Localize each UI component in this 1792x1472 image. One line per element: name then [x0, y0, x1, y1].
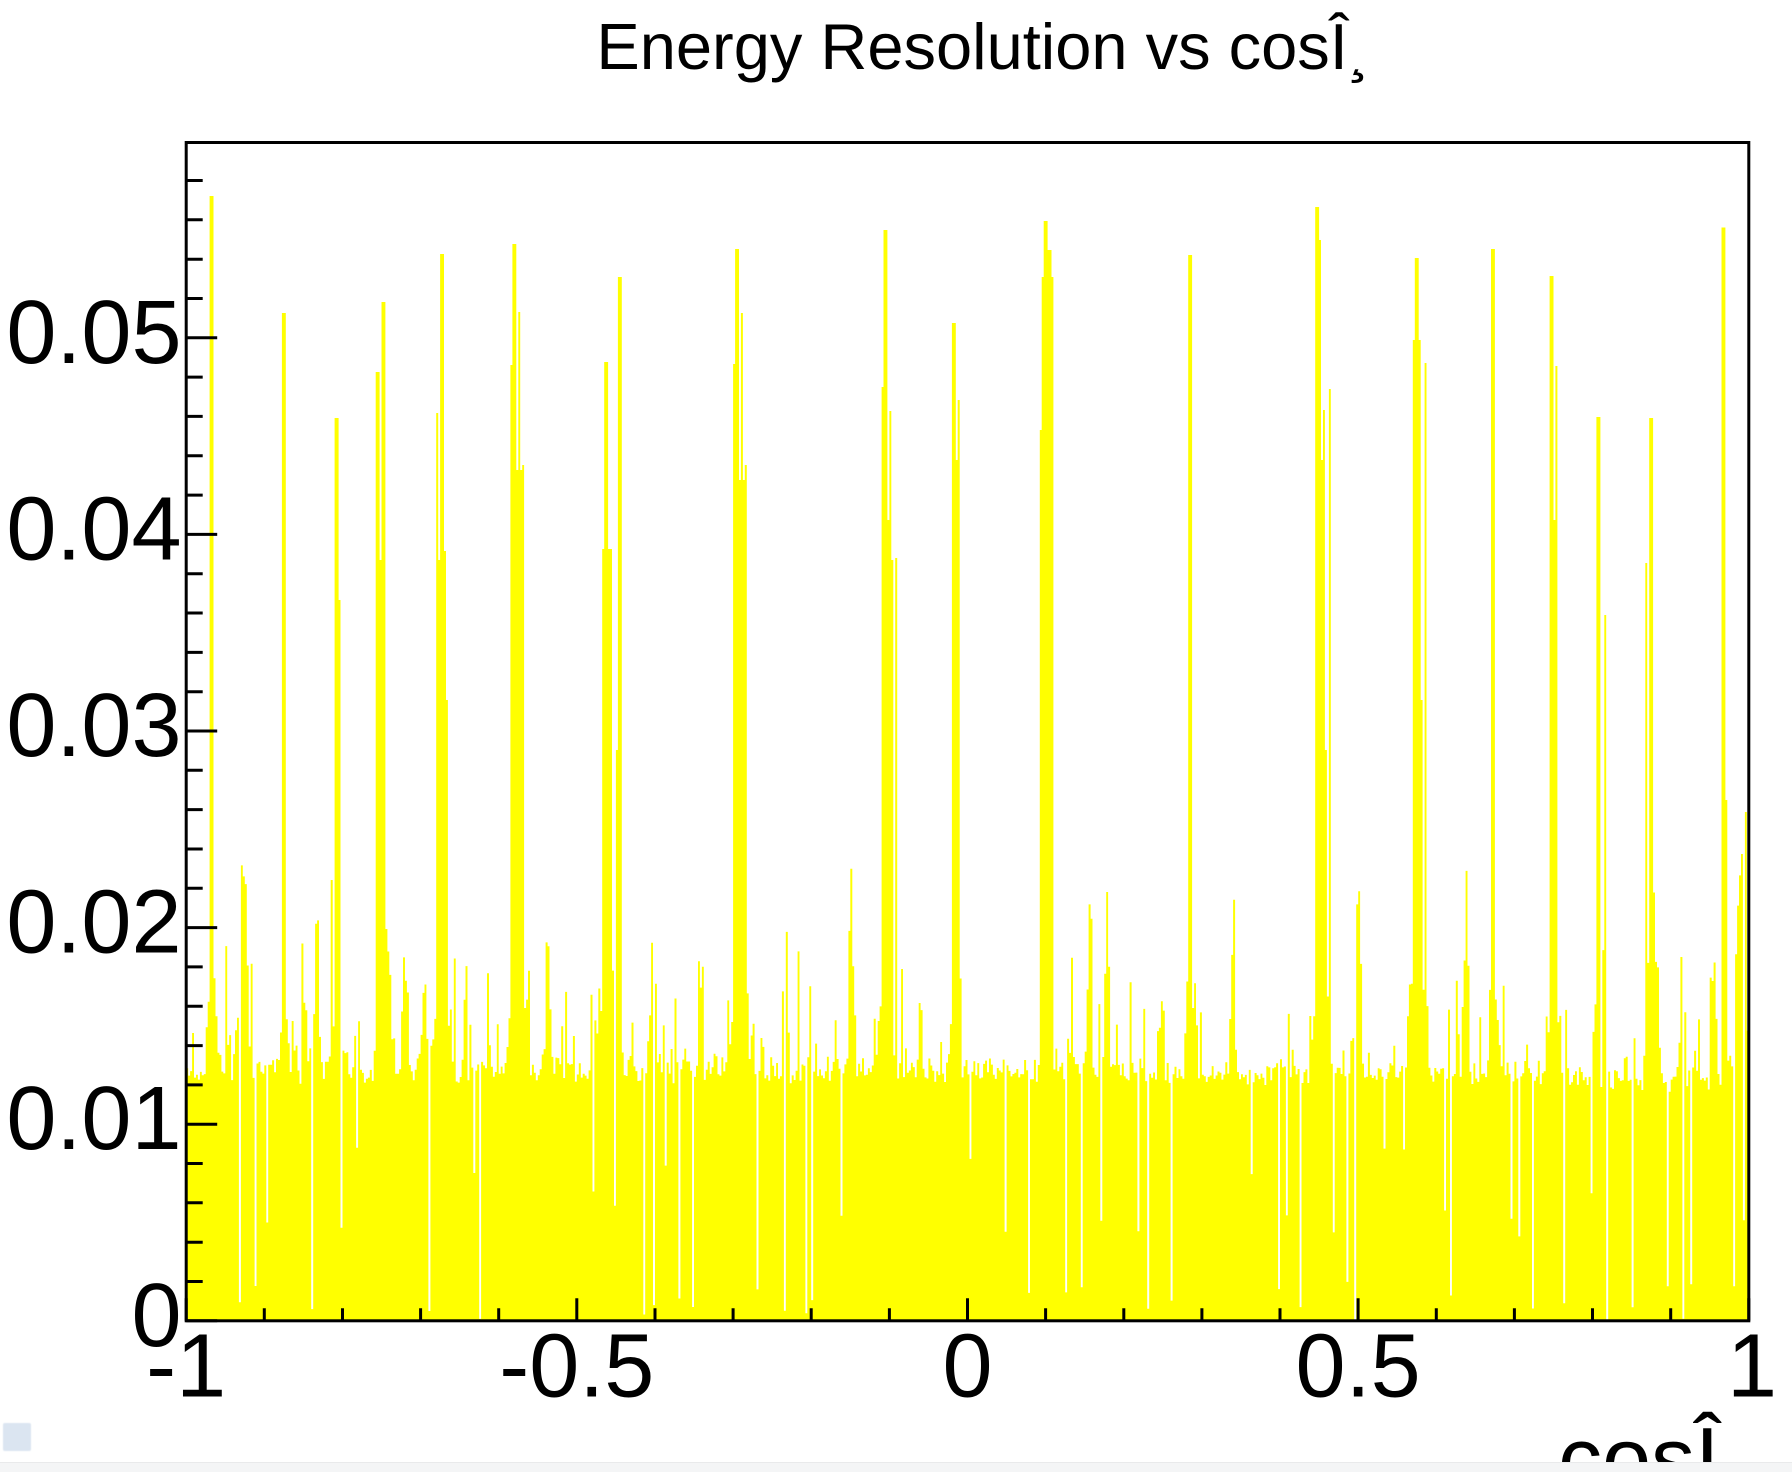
svg-text:cosÎ¸: cosÎ¸ — [1558, 1409, 1749, 1472]
svg-text:0: 0 — [942, 1317, 992, 1417]
svg-text:0.5: 0.5 — [1296, 1317, 1421, 1417]
svg-text:1: 1 — [1727, 1317, 1777, 1417]
svg-text:0.02: 0.02 — [6, 873, 181, 973]
svg-text:0.05: 0.05 — [6, 283, 181, 383]
svg-text:0.03: 0.03 — [6, 676, 181, 776]
svg-text:-1: -1 — [146, 1317, 226, 1417]
svg-text:0: 0 — [131, 1266, 181, 1366]
svg-text:0.04: 0.04 — [6, 479, 181, 579]
svg-text:Energy Resolution vs cosÎ¸: Energy Resolution vs cosÎ¸ — [596, 10, 1369, 83]
svg-text:0.01: 0.01 — [6, 1069, 181, 1169]
svg-text:-0.5: -0.5 — [499, 1317, 654, 1417]
